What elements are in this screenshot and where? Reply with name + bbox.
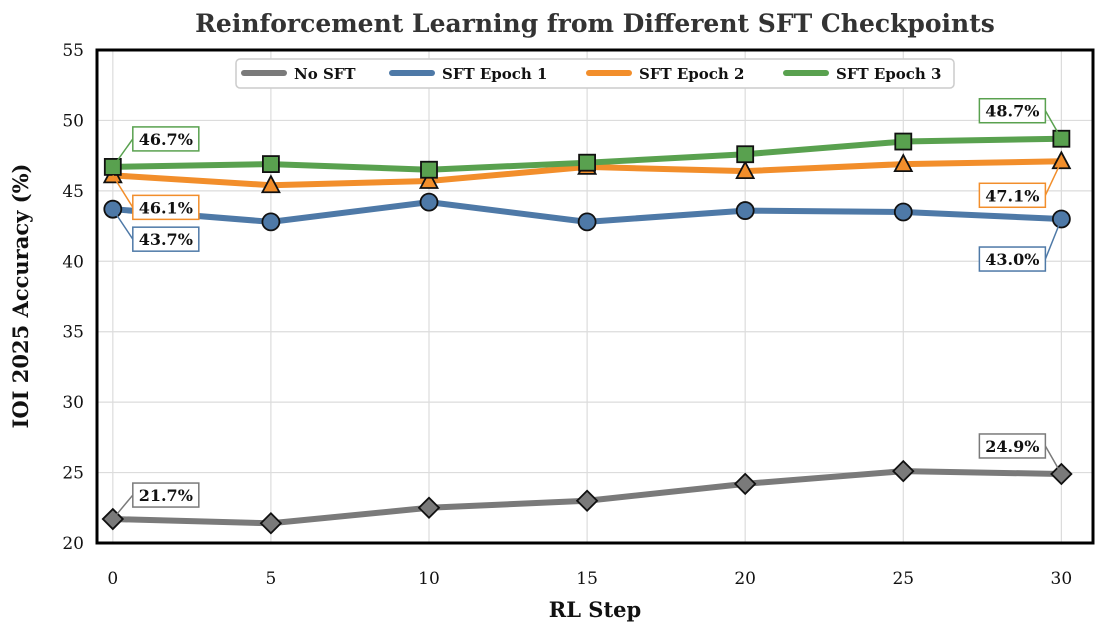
data-point [259, 512, 283, 535]
data-point [419, 192, 439, 212]
data-point [261, 212, 281, 232]
data-point [735, 160, 756, 180]
annotation-leader [1044, 160, 1063, 196]
legend: No SFT SFT Epoch 1 SFT Epoch 2 SFT Epoch 3 [235, 58, 955, 89]
annotation-leader [112, 138, 134, 168]
annotation-leader [1044, 445, 1063, 475]
legend-label: SFT Epoch 1 [442, 65, 548, 83]
value-annotation: 46.1% [112, 174, 200, 221]
annotation-box [132, 226, 200, 252]
legend-item: SFT Epoch 3 [783, 65, 942, 83]
x-axis-label: RL Step [549, 597, 641, 622]
annotation-box [132, 126, 200, 152]
data-point [260, 174, 281, 194]
x-axis-ticks: 0 5 10 15 20 25 30 [107, 569, 1072, 589]
data-point [735, 201, 755, 220]
data-point [893, 153, 914, 172]
data-point [894, 132, 913, 151]
legend-label: No SFT [294, 65, 356, 83]
y-tick-label: 50 [62, 111, 84, 131]
annotation-box [978, 97, 1047, 124]
data-point [420, 160, 438, 179]
value-annotation: 46.7% [112, 126, 200, 168]
annotation-label: 46.1% [139, 198, 193, 217]
annotation-box [978, 246, 1047, 272]
annotation-label: 48.7% [985, 102, 1039, 121]
series-layer [101, 129, 1073, 535]
data-point [736, 145, 755, 164]
legend-item: No SFT [241, 65, 356, 83]
annotation-box [132, 482, 200, 508]
legend-label: SFT Epoch 3 [836, 65, 942, 83]
legend-item: SFT Epoch 2 [586, 65, 745, 83]
data-point [578, 153, 596, 172]
grid [97, 49, 1093, 544]
series-no-sft [101, 459, 1073, 535]
value-annotation: 47.1% [978, 160, 1063, 209]
data-point [893, 202, 913, 222]
x-tick-label: 30 [1051, 569, 1073, 589]
x-tick-label: 10 [418, 569, 440, 589]
annotation-box [978, 182, 1047, 209]
series-sft-epoch-3 [103, 129, 1071, 179]
annotation-label: 21.7% [139, 486, 193, 505]
annotation-label: 46.7% [139, 130, 193, 149]
y-tick-label: 25 [62, 464, 84, 484]
chart-title: Reinforcement Learning from Different SF… [195, 9, 995, 38]
data-point [575, 489, 599, 513]
series-sft-epoch-1 [103, 192, 1071, 232]
y-axis-label: IOI 2025 Accuracy (%) [8, 164, 33, 429]
y-tick-label: 40 [62, 252, 84, 272]
annotation-leader [112, 174, 134, 208]
data-point [733, 472, 757, 496]
annotation-box [978, 433, 1047, 459]
annotation-leader [1044, 218, 1063, 260]
y-tick-label: 30 [62, 393, 84, 413]
x-tick-label: 25 [892, 569, 914, 589]
annotation-leader [112, 208, 134, 240]
annotation-leader [1044, 110, 1063, 140]
data-point [577, 212, 597, 232]
legend-label: SFT Epoch 2 [639, 65, 745, 83]
x-tick-label: 20 [734, 569, 756, 589]
value-annotation: 43.0% [978, 218, 1063, 272]
value-annotation: 48.7% [978, 97, 1063, 140]
data-point [1051, 150, 1072, 170]
value-annotation: 21.7% [112, 482, 200, 520]
annotation-box [132, 194, 200, 221]
value-annotation: 24.9% [978, 433, 1063, 475]
x-tick-label: 0 [107, 569, 118, 589]
x-tick-label: 15 [576, 569, 598, 589]
y-tick-label: 20 [62, 534, 84, 554]
legend-item: SFT Epoch 1 [389, 65, 548, 83]
y-axis-ticks: 20 25 30 35 40 45 50 55 [62, 41, 84, 554]
annotation-label: 24.9% [985, 437, 1039, 456]
data-point [892, 459, 915, 483]
data-point [417, 496, 441, 520]
value-annotation: 43.7% [112, 208, 200, 252]
annotation-label: 43.7% [139, 230, 193, 249]
annotation-leader [112, 494, 134, 520]
y-tick-label: 35 [62, 323, 84, 343]
x-tick-label: 5 [265, 569, 276, 589]
plot-frame [95, 48, 1095, 545]
data-point [419, 170, 439, 189]
data-point [262, 155, 280, 173]
annotation-label: 47.1% [985, 186, 1039, 205]
annotation-label: 43.0% [985, 250, 1039, 269]
annotations-layer: 21.7% 24.9% 43.7% 43.0% 46.1% 47.1% 46.7% 48.7% [112, 97, 1063, 520]
y-tick-label: 55 [62, 41, 84, 61]
y-tick-label: 45 [62, 182, 84, 202]
